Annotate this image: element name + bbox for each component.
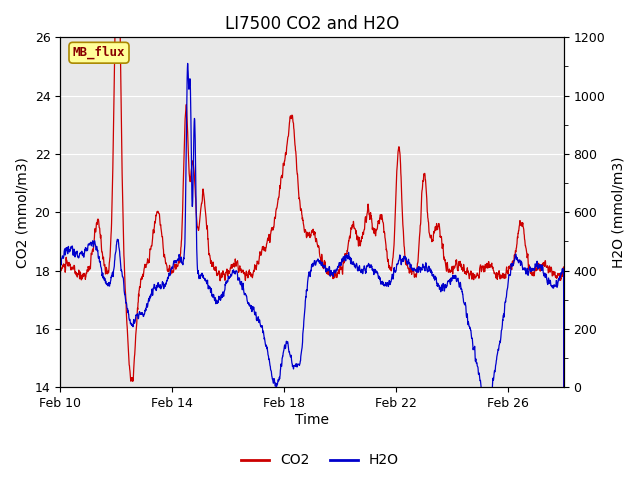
Title: LI7500 CO2 and H2O: LI7500 CO2 and H2O	[225, 15, 399, 33]
Legend: CO2, H2O: CO2, H2O	[236, 448, 404, 473]
Y-axis label: CO2 (mmol/m3): CO2 (mmol/m3)	[15, 157, 29, 268]
X-axis label: Time: Time	[295, 413, 329, 427]
Text: MB_flux: MB_flux	[73, 46, 125, 60]
Y-axis label: H2O (mmol/m3): H2O (mmol/m3)	[611, 156, 625, 268]
